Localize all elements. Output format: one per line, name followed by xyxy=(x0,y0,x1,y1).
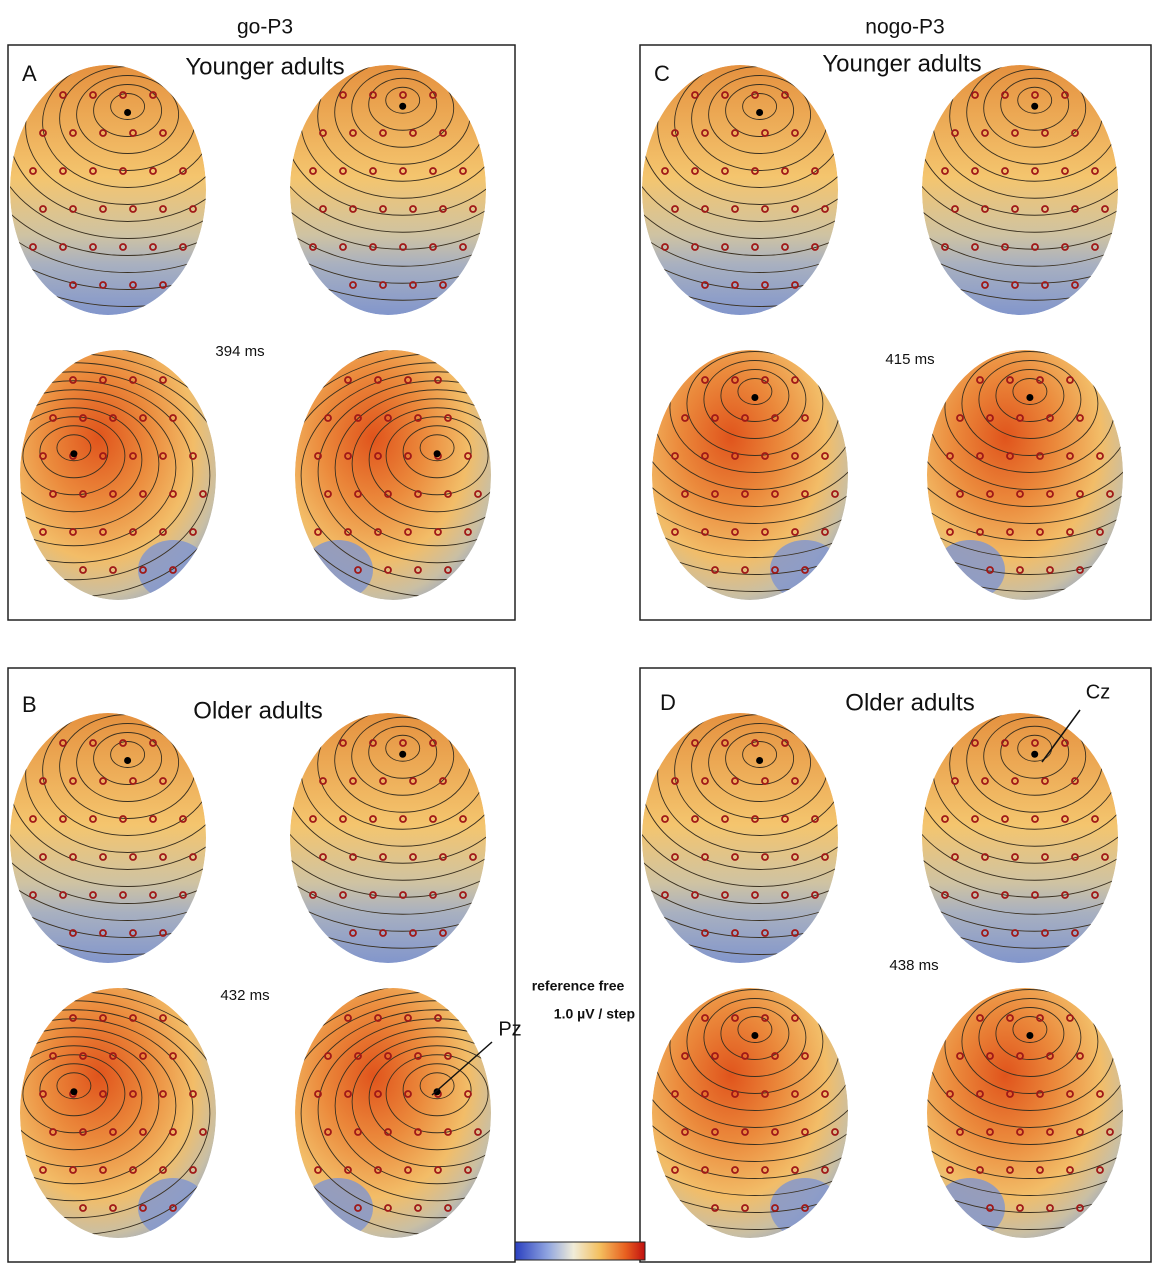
legend-reference: reference free xyxy=(532,978,625,994)
peak-electrode xyxy=(399,751,406,758)
negative-region xyxy=(770,1178,840,1238)
panel-letter: C xyxy=(654,61,670,86)
column-title: go-P3 xyxy=(237,16,293,39)
negative-region xyxy=(770,540,840,600)
peak-electrode xyxy=(751,394,758,401)
electrode-label: Cz xyxy=(1086,681,1110,703)
figure: go-P3 nogo-P3 A Younger adults 394 ms C … xyxy=(0,0,1153,1263)
head-map xyxy=(517,262,993,626)
peak-electrode xyxy=(756,109,763,116)
latency-label: 415 ms xyxy=(885,351,934,368)
peak-electrode xyxy=(124,109,131,116)
group-label: Older adults xyxy=(845,689,974,716)
head-map xyxy=(165,618,641,982)
electrode-label: Pz xyxy=(498,1018,521,1040)
negative-region xyxy=(303,540,373,600)
peak-electrode xyxy=(1031,103,1038,110)
head-map xyxy=(0,318,312,682)
peak-electrode xyxy=(399,103,406,110)
negative-region xyxy=(138,1178,208,1238)
peak-electrode xyxy=(756,757,763,764)
group-label: Younger adults xyxy=(185,53,344,80)
panel-letter: A xyxy=(22,61,37,86)
head-maps xyxy=(0,0,1153,1263)
peak-electrode xyxy=(124,757,131,764)
latency-label: 394 ms xyxy=(215,343,264,360)
negative-region xyxy=(138,540,208,600)
peak-electrode xyxy=(70,450,77,457)
peak-electrode xyxy=(1031,751,1038,758)
panel-letter: B xyxy=(22,692,37,717)
group-label: Older adults xyxy=(193,697,322,724)
peak-electrode xyxy=(434,450,441,457)
head-map xyxy=(792,900,1153,1263)
head-map xyxy=(199,956,675,1263)
head-map xyxy=(199,318,675,682)
peak-electrode xyxy=(1026,394,1033,401)
peak-electrode xyxy=(1026,1032,1033,1039)
group-label: Younger adults xyxy=(822,50,981,77)
column-title: nogo-P3 xyxy=(865,16,944,39)
latency-label: 432 ms xyxy=(220,987,269,1004)
negative-region xyxy=(303,1178,373,1238)
latency-label: 438 ms xyxy=(889,957,938,974)
panel-letter: D xyxy=(660,690,676,715)
head-map xyxy=(792,262,1153,626)
peak-electrode xyxy=(70,1088,77,1095)
color-scale xyxy=(515,1242,645,1260)
head-map xyxy=(165,0,641,334)
head-map xyxy=(797,618,1153,982)
legend-scale: 1.0 µV / step xyxy=(554,1006,635,1022)
peak-electrode xyxy=(751,1032,758,1039)
